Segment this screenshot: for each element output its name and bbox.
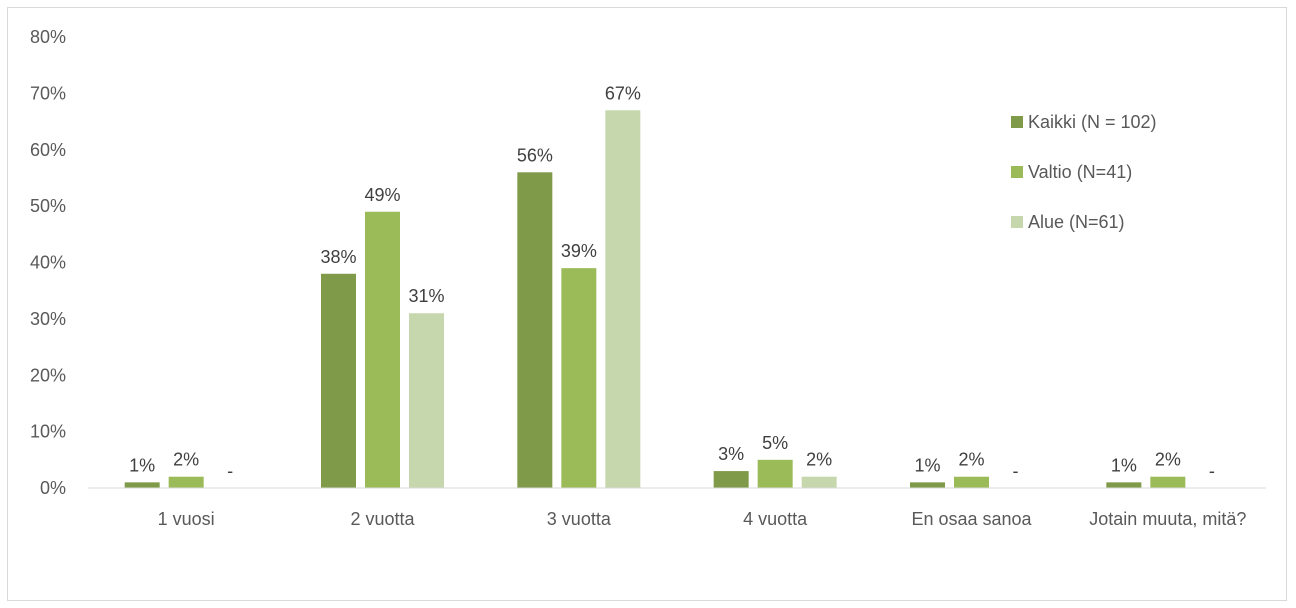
legend-swatch (1011, 216, 1023, 228)
bar-valtio (757, 459, 793, 488)
bar-kaikki (124, 482, 160, 488)
x-category-label: Jotain muuta, mitä? (1089, 509, 1246, 529)
x-category-label: 4 vuotta (743, 509, 808, 529)
y-tick-label: 20% (30, 365, 66, 385)
bar-kaikki (517, 172, 553, 489)
y-tick-label: 40% (30, 253, 66, 273)
legend-label: Valtio (N=41) (1028, 162, 1132, 182)
bar-kaikki (910, 482, 945, 488)
data-label: 39% (561, 241, 597, 261)
bar-alue (605, 110, 641, 488)
x-axis: 1 vuosi 2 vuotta 3 vuotta 4 vuotta En osaa s… (158, 509, 1247, 529)
legend: Kaikki (N = 102) Valtio (N=41) Alue (N=61) (1011, 112, 1157, 232)
data-label: 2% (958, 450, 984, 470)
data-label: 2% (1155, 450, 1181, 470)
x-category-label: En osaa sanoa (911, 509, 1032, 529)
data-label: 3% (718, 444, 744, 464)
y-tick-label: 80% (30, 27, 66, 47)
x-category-label: 1 vuosi (158, 509, 215, 529)
y-tick-label: 50% (30, 196, 66, 216)
data-label: 67% (605, 83, 641, 103)
bars: 1% 2% - 38% 49% 31% 56% 39% 67% 3% 5% 2% 1% 2% - 1% 2% - (124, 83, 1215, 489)
data-label: 56% (517, 145, 553, 165)
bar-kaikki (321, 273, 356, 488)
data-label: 49% (364, 185, 400, 205)
y-tick-label: 0% (40, 478, 66, 498)
data-label: 38% (320, 247, 356, 267)
legend-label: Kaikki (N = 102) (1028, 112, 1157, 132)
data-label: 5% (762, 433, 788, 453)
bar-valtio (168, 476, 204, 488)
y-tick-label: 30% (30, 309, 66, 329)
data-label: 1% (129, 455, 155, 475)
data-label: 1% (1111, 455, 1137, 475)
legend-label: Alue (N=61) (1028, 212, 1125, 232)
chart-frame (7, 7, 1287, 601)
data-label: - (1013, 461, 1019, 481)
x-category-label: 3 vuotta (547, 509, 612, 529)
data-label: 2% (806, 450, 832, 470)
y-tick-label: 10% (30, 422, 66, 442)
bar-valtio (1150, 476, 1186, 488)
data-label: - (227, 461, 233, 481)
bar-kaikki (1106, 482, 1142, 488)
data-label: 31% (408, 286, 444, 306)
y-tick-label: 60% (30, 140, 66, 160)
data-label: - (1209, 461, 1215, 481)
bar-valtio (561, 268, 597, 488)
bar-alue (409, 313, 444, 488)
y-axis: 0% 10% 20% 30% 40% 50% 60% 70% 80% (30, 27, 66, 498)
bar-valtio (954, 476, 989, 488)
x-category-label: 2 vuotta (350, 509, 415, 529)
data-label: 2% (173, 450, 199, 470)
bar-alue (801, 476, 837, 488)
legend-swatch (1011, 166, 1023, 178)
bar-valtio (365, 211, 400, 488)
y-tick-label: 70% (30, 83, 66, 103)
data-label: 1% (914, 455, 940, 475)
bar-kaikki (713, 471, 749, 488)
legend-swatch (1011, 116, 1023, 128)
